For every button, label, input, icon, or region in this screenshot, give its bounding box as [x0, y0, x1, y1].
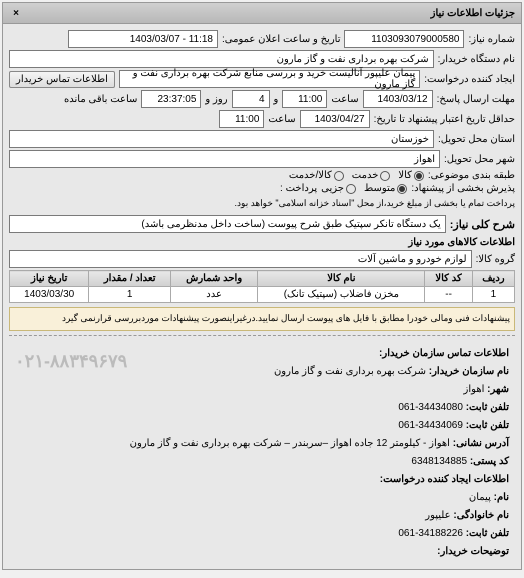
address-value: اهواز - کیلومتر 12 جاده اهواز –سربندر – … — [130, 438, 450, 449]
goods-table: ردیف کد کالا نام کالا واحد شمارش تعداد /… — [9, 270, 515, 303]
th-unit: واحد شمارش — [170, 271, 257, 287]
cell-code: -- — [425, 287, 472, 303]
public-announce-field: 11:18 - 1403/03/07 — [68, 30, 218, 48]
close-icon[interactable]: × — [9, 6, 23, 20]
requester-label: ایجاد کننده درخواست: — [424, 74, 515, 85]
cell-qty: 1 — [89, 287, 171, 303]
radio-icon — [380, 171, 390, 181]
prepayment-label: پرداخت : — [280, 183, 317, 194]
radio-icon — [397, 184, 407, 194]
subject-radio-group: کالا خدمت کالا/خدمت — [289, 170, 424, 181]
city-field: اهواز — [9, 150, 440, 168]
creator-phone-label: تلفن ثابت: — [466, 528, 509, 539]
panel-header: جزئیات اطلاعات نیاز × — [3, 3, 521, 24]
and-label: و — [274, 94, 279, 105]
response-date-field: 1403/03/12 — [363, 90, 433, 108]
contact-city-value: اهواز — [464, 384, 485, 395]
th-code: کد کالا — [425, 271, 472, 287]
validity-label: حداقل تاریخ اعتبار پیشنهاد تا تاریخ: — [374, 114, 515, 125]
phone2-value: 34434069-061 — [398, 420, 463, 431]
buyer-contact-button[interactable]: اطلاعات تماس خریدار — [9, 71, 115, 88]
hours-remaining-field: 23:37:05 — [141, 90, 201, 108]
buyer-device-field: شرکت بهره برداری نفت و گاز مارون — [9, 50, 434, 68]
family-label: نام خانوادگی: — [453, 510, 509, 521]
th-row: ردیف — [472, 271, 514, 287]
phone-value: 34434080-061 — [398, 402, 463, 413]
goods-group-field: لوازم خودرو و ماشین آلات — [9, 250, 472, 268]
th-name: نام کالا — [258, 271, 425, 287]
buyer-notes-label: توضیحات خریدار: — [437, 546, 509, 557]
prepayment-text: پرداخت تمام یا بخشی از مبلغ خرید،از محل … — [235, 198, 515, 209]
radio-icon — [334, 171, 344, 181]
partial-accept-label: پذیرش بخشی از پیشنهاد: — [411, 183, 515, 194]
validity-time-field: 11:00 — [219, 110, 264, 128]
th-date: تاریخ نیاز — [10, 271, 89, 287]
city-label: شهر محل تحویل: — [444, 154, 515, 165]
phone-label: تلفن ثابت: — [466, 402, 509, 413]
table-row: 1 -- مخزن فاضلاب (سپتیک تانک) عدد 1 1403… — [10, 287, 515, 303]
device-number-field: 1103093079000580 — [344, 30, 464, 48]
validity-date-field: 1403/04/27 — [300, 110, 370, 128]
name-value: پیمان — [469, 492, 491, 503]
radio-partial[interactable]: جزیی — [321, 183, 356, 194]
contact-section-title: اطلاعات تماس سازمان خریدار: — [379, 348, 509, 359]
postal-label: کد پستی: — [470, 456, 509, 467]
phone-label-2: تلفن ثابت: — [466, 420, 509, 431]
cell-date: 1403/03/30 — [10, 287, 89, 303]
days-remaining-field: 4 — [232, 90, 270, 108]
table-header-row: ردیف کد کالا نام کالا واحد شمارش تعداد /… — [10, 271, 515, 287]
remaining-label: ساعت باقی مانده — [64, 94, 137, 105]
days-label: روز و — [205, 94, 227, 105]
cell-unit: عدد — [170, 287, 257, 303]
radio-average[interactable]: متوسط — [364, 183, 407, 194]
org-label: نام سازمان خریدار: — [429, 366, 509, 377]
panel-title: جزئیات اطلاعات نیاز — [431, 8, 515, 19]
radio-both[interactable]: کالا/خدمت — [289, 170, 344, 181]
name-label: نام: — [494, 492, 509, 503]
response-time-field: 11:00 — [282, 90, 327, 108]
family-value: علیپور — [425, 510, 450, 521]
radio-goods[interactable]: کالا — [398, 170, 424, 181]
need-title-label: شرح کلی نیاز: — [450, 218, 515, 231]
address-label: آدرس نشانی: — [453, 438, 509, 449]
radio-icon — [414, 171, 424, 181]
goods-section-title: اطلاعات کالاهای مورد نیاز — [9, 237, 515, 248]
need-title-field: یک دستگاه تانکر سپتیک طبق شرح پیوست (ساخ… — [9, 215, 446, 233]
note-box: پیشنهادات فنی ومالی خودرا مطابق با فایل … — [9, 307, 515, 331]
goods-group-label: گروه کالا: — [476, 254, 515, 265]
province-field: خوزستان — [9, 130, 434, 148]
subject-category-label: طبقه بندی موضوعی: — [428, 170, 515, 181]
radio-icon — [346, 184, 356, 194]
cell-name: مخزن فاضلاب (سپتیک تانک) — [258, 287, 425, 303]
org-value: شرکت بهره برداری نفت و گاز مارون — [274, 366, 426, 377]
time-label-1: ساعت — [331, 94, 358, 105]
partial-radio-group: متوسط جزیی — [321, 183, 407, 194]
cell-row: 1 — [472, 287, 514, 303]
public-announce-label: تاریخ و ساعت اعلان عمومی: — [222, 34, 341, 45]
postal-value: 6348134885 — [411, 456, 467, 467]
contact-city-label: شهر: — [487, 384, 509, 395]
time-label-2: ساعت — [268, 114, 295, 125]
th-qty: تعداد / مقدار — [89, 271, 171, 287]
radio-service[interactable]: خدمت — [352, 170, 391, 181]
requester-field: پیمان علیپور آنالیست خرید و بررسی منابع … — [119, 70, 420, 88]
response-deadline-label: مهلت ارسال پاسخ: — [437, 94, 515, 105]
creator-phone-value: 34188226-061 — [398, 528, 463, 539]
buyer-device-label: نام دستگاه خریدار: — [438, 54, 515, 65]
province-label: استان محل تحویل: — [438, 134, 515, 145]
creator-section-title: اطلاعات ایجاد کننده درخواست: — [380, 474, 509, 485]
device-number-label: شماره نیاز: — [468, 34, 515, 45]
watermark-phone: ۰۲۱-۸۸۳۴۹۶۷۹ — [15, 346, 127, 377]
